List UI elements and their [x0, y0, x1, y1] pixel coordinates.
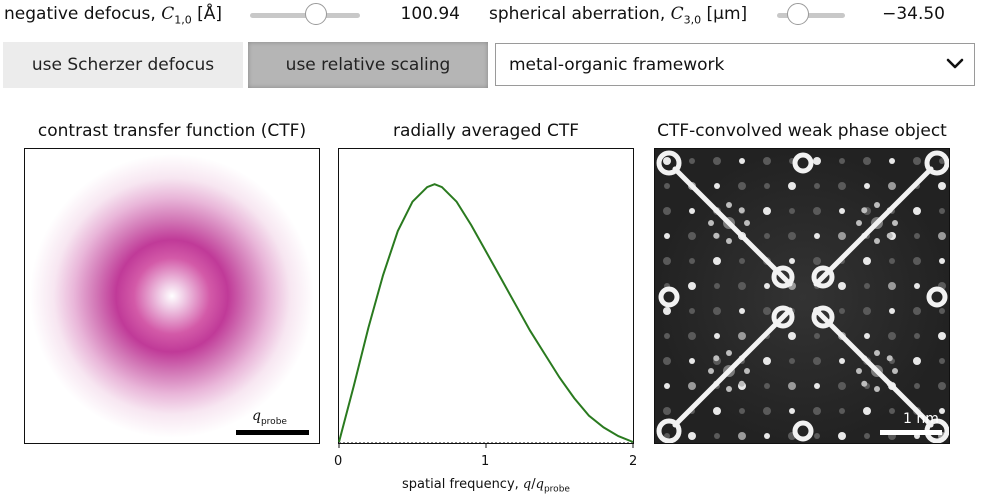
defocus-subscript: 1,0	[174, 13, 192, 27]
aberration-symbol: C	[670, 4, 684, 24]
aberration-unit: [µm]	[701, 4, 748, 24]
xlabel-q: q	[522, 477, 532, 492]
defocus-unit: [Å]	[191, 4, 223, 24]
chart-frame	[338, 148, 634, 444]
ctf-image	[24, 148, 320, 444]
relative-scaling-button[interactable]: use relative scaling	[248, 42, 488, 88]
wpo-panel-title: CTF-convolved weak phase object	[657, 121, 947, 141]
scherzer-defocus-button[interactable]: use Scherzer defocus	[3, 42, 243, 88]
ctf-panel-title: contrast transfer function (CTF)	[37, 121, 307, 141]
sample-select-value: metal-organic framework	[509, 55, 725, 75]
sample-select[interactable]: metal-organic framework	[495, 43, 975, 86]
defocus-slider-thumb[interactable]	[305, 3, 327, 25]
xlabel-slash: /	[531, 477, 536, 492]
aberration-slider[interactable]	[777, 3, 845, 27]
ctf-curve	[338, 183, 634, 443]
aberration-slider-track[interactable]	[777, 13, 845, 18]
nm-scale-bar	[880, 430, 942, 435]
x-tick-label-2: 2	[629, 454, 638, 469]
defocus-symbol: C	[161, 4, 175, 24]
probe-scale-label: qprobe	[252, 408, 287, 427]
probe-sub: probe	[260, 416, 287, 427]
aberration-label: spherical aberration, C3,0 [µm]	[489, 4, 747, 26]
wpo-pattern	[655, 149, 949, 443]
x-tick-label-0: 0	[334, 454, 343, 469]
defocus-label-prefix: negative defocus,	[4, 4, 162, 24]
xlabel-q2: q	[535, 477, 544, 492]
xlabel-sub: probe	[543, 484, 570, 495]
radial-panel-title: radially averaged CTF	[392, 121, 580, 141]
defocus-label: negative defocus, C1,0 [Å]	[4, 4, 222, 26]
x-tick-label-1: 1	[481, 454, 490, 469]
defocus-value: 100.94	[400, 4, 460, 24]
aberration-value: −34.50	[882, 4, 945, 24]
aberration-slider-thumb[interactable]	[787, 3, 809, 25]
nm-scale-label: 1 nm	[903, 411, 939, 427]
x-axis-label: spatial frequency, q/qprobe	[338, 477, 634, 495]
probe-q: q	[252, 408, 261, 424]
probe-scale-bar	[236, 430, 309, 435]
chevron-down-icon	[946, 58, 964, 69]
aberration-label-prefix: spherical aberration,	[489, 4, 671, 24]
defocus-slider[interactable]	[250, 3, 360, 27]
aberration-subscript: 3,0	[683, 13, 702, 27]
weak-phase-object-image	[654, 148, 950, 444]
xlabel-prefix: spatial frequency,	[402, 477, 523, 492]
